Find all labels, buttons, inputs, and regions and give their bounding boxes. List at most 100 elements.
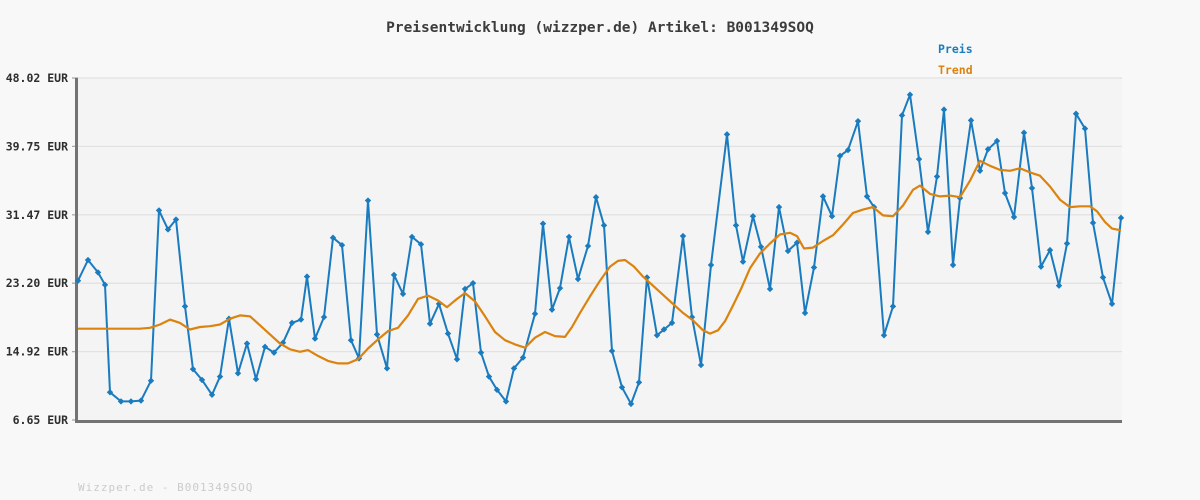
preis-point-marker [635,379,643,386]
preis-point-marker [1028,184,1036,192]
preis-point-marker [766,285,774,293]
preis-point-marker [189,365,197,373]
preis-point-marker [880,332,888,339]
preis-point-marker [810,264,818,271]
preis-point-marker [1020,129,1028,136]
preis-point-marker [208,391,216,398]
preis-point-marker [117,398,125,405]
preis-point-marker [749,213,757,220]
preis-point-marker [984,146,992,153]
preis-point-marker [1072,110,1080,117]
preis-point-marker [940,106,948,113]
preis-point-marker [329,234,337,241]
preis-point-marker [493,386,501,394]
preis-point-marker [164,226,172,233]
preis-point-marker [347,337,355,344]
preis-point-marker [679,232,687,240]
preis-point-marker [74,277,82,284]
preis-point-marker [723,131,731,138]
preis-point-marker [863,193,871,200]
preis-point-marker [697,361,705,369]
preis-point-marker [234,370,242,377]
preis-point-marker [993,137,1001,145]
preis-point-marker [707,261,715,269]
preis-point-marker [519,354,527,361]
preis-point-marker [252,375,260,383]
preis-point-marker [1046,246,1054,254]
preis-point-marker [967,117,975,124]
y-axis-tick-label: 14.92 EUR [6,345,68,359]
preis-point-marker [1089,219,1097,227]
preis-point-marker [297,316,305,323]
preis-point-marker [270,349,278,356]
plot-area [78,78,1122,420]
preis-point-marker [775,203,783,211]
preis-point-marker [757,243,765,251]
preis-point-marker [101,281,109,289]
preis-point-marker [137,397,145,404]
preis-point-marker [1081,125,1089,132]
preis-point-marker [1108,300,1116,308]
y-axis-tick-label: 48.02 EUR [6,71,68,85]
watermark-text: Wizzper.de - B001349SOQ [78,481,254,494]
preis-point-marker [1055,282,1063,289]
preis-point-marker [320,313,328,321]
preis-point-marker [444,330,452,337]
preis-point-marker [732,222,740,229]
trend-line [78,159,1122,365]
preis-point-marker [906,91,914,98]
preis-point-marker [828,213,836,220]
preis-point-marker [477,349,485,356]
preis-point-marker [565,233,573,241]
preis-point-marker [198,376,206,384]
preis-point-marker [548,306,556,313]
preis-point-marker [949,261,957,269]
legend-item-trend: Trend [938,63,973,77]
preis-point-marker [653,332,661,339]
preis-point-marker [668,319,676,327]
preis-point-marker [584,242,592,250]
preis-point-marker [600,222,608,229]
preis-point-marker [127,398,135,405]
legend-item-preis: Preis [938,42,973,56]
preis-point-marker [854,117,862,125]
preis-point-marker [172,216,180,223]
preis-point-marker [84,256,92,264]
preis-point-marker [288,319,296,327]
preis-point-marker [539,220,547,227]
chart-title: Preisentwicklung (wizzper.de) Artikel: B… [386,20,814,36]
preis-point-marker [819,193,827,200]
preis-point-marker [469,279,477,287]
preis-point-marker [836,152,844,160]
preis-point-marker [739,258,747,265]
preis-point-marker [338,241,346,249]
preis-point-marker [608,347,616,355]
preis-point-marker [181,303,189,310]
preis-point-marker [976,167,984,174]
preis-point-marker [1099,274,1107,281]
y-axis-tick-label: 23.20 EUR [6,276,68,290]
preis-point-marker [784,247,792,255]
preis-point-marker [933,173,941,180]
preis-point-marker [1063,240,1071,247]
preis-point-marker [261,343,269,351]
preis-point-marker [924,228,932,236]
x-axis-spine [75,420,1122,423]
y-axis-tick-label: 31.47 EUR [6,208,68,222]
preis-point-marker [660,326,668,333]
preis-point-marker [417,241,425,248]
preis-point-marker [1010,213,1018,221]
y-axis-tick-label: 39.75 EUR [6,139,68,153]
preis-point-marker [556,284,564,292]
preis-point-marker [1037,263,1045,270]
preis-point-marker [461,285,469,293]
y-axis-spine [75,78,78,423]
preis-point-marker [426,320,434,327]
preis-point-marker [898,112,906,119]
preis-point-marker [453,356,461,363]
preis-point-marker [311,335,319,342]
preis-point-marker [627,400,635,408]
preis-point-marker [531,310,539,317]
preis-point-marker [801,309,809,317]
